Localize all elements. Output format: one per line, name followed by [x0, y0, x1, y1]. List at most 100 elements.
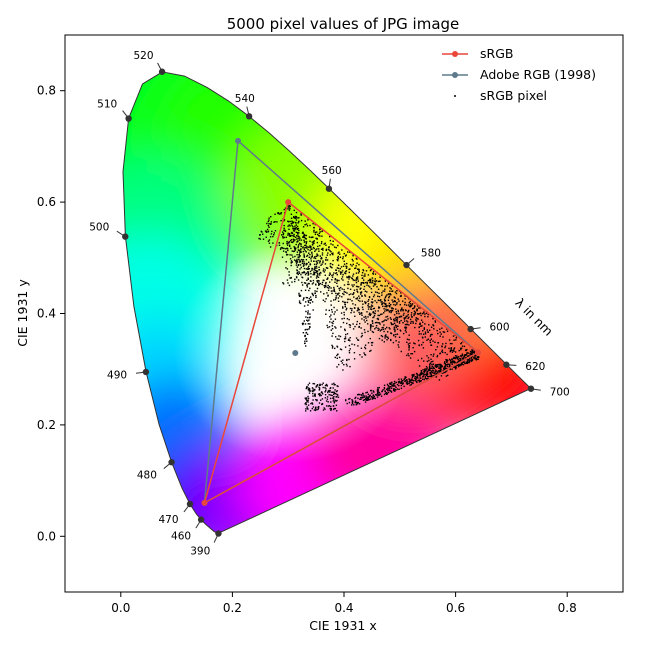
pixel-point	[366, 319, 368, 322]
pixel-point	[348, 293, 350, 296]
pixel-point	[348, 352, 351, 354]
pixel-point	[336, 366, 338, 368]
pixel-point	[324, 284, 326, 287]
pixel-point	[471, 360, 473, 362]
pixel-point	[281, 246, 283, 249]
pixel-point	[294, 225, 296, 227]
pixel-point	[347, 281, 349, 283]
pixel-point	[339, 348, 342, 350]
pixel-point	[369, 278, 371, 281]
pixel-point	[344, 270, 347, 273]
pixel-point	[397, 325, 399, 327]
pixel-point	[331, 383, 333, 385]
pixel-point	[288, 228, 290, 230]
pixel-point	[329, 316, 331, 318]
pixel-point	[415, 380, 418, 383]
pixel-point	[282, 236, 284, 238]
pixel-point	[385, 393, 388, 395]
pixel-point	[335, 336, 337, 338]
pixel-point	[368, 299, 370, 301]
pixel-point	[356, 320, 358, 323]
pixel-point	[446, 360, 448, 363]
pixel-point	[308, 389, 310, 392]
pixel-point	[345, 265, 347, 267]
pixel-point	[373, 391, 375, 393]
pixel-point	[469, 350, 472, 353]
pixel-point	[387, 318, 389, 320]
pixel-point	[343, 364, 345, 366]
pixel-point	[383, 384, 386, 386]
pixel-point	[296, 232, 299, 234]
pixel-point	[390, 318, 392, 320]
pixel-point	[442, 331, 444, 333]
pixel-point	[332, 397, 334, 399]
pixel-point	[378, 299, 380, 302]
pixel-point	[289, 220, 291, 223]
pixel-point	[434, 341, 436, 343]
pixel-point	[346, 307, 348, 310]
pixel-point	[402, 300, 404, 302]
pixel-point	[354, 304, 357, 306]
pixel-point	[374, 322, 377, 324]
pixel-point	[313, 260, 315, 262]
pixel-point	[464, 349, 467, 351]
pixel-point	[436, 364, 439, 366]
pixel-point	[298, 294, 300, 296]
pixel-point	[300, 251, 302, 253]
pixel-point	[461, 363, 464, 365]
pixel-point	[300, 266, 302, 269]
pixel-point	[325, 384, 328, 386]
pixel-point	[439, 371, 441, 373]
pixel-point	[377, 314, 379, 317]
pixel-point	[352, 285, 354, 288]
pixel-point	[300, 258, 303, 261]
pixel-point	[298, 300, 301, 302]
pixel-point	[321, 254, 324, 256]
pixel-point	[305, 242, 307, 244]
pixel-point	[446, 361, 448, 363]
pixel-point	[327, 401, 329, 403]
pixel-point	[383, 393, 386, 396]
pixel-point	[303, 261, 305, 263]
pixel-point	[358, 403, 361, 405]
pixel-point	[416, 375, 418, 377]
pixel-point	[368, 313, 370, 316]
pixel-point	[363, 275, 365, 277]
pixel-point	[322, 249, 324, 251]
pixel-point	[421, 344, 423, 346]
pixel-point	[413, 314, 415, 317]
pixel-point	[466, 362, 468, 364]
pixel-point	[382, 290, 384, 292]
pixel-point	[299, 294, 301, 296]
pixel-point	[389, 389, 391, 392]
pixel-point	[398, 346, 400, 348]
pixel-point	[404, 380, 406, 383]
pixel-point	[287, 225, 289, 227]
pixel-point	[371, 396, 374, 398]
pixel-point	[307, 397, 310, 400]
pixel-point	[396, 328, 399, 330]
pixel-point	[321, 257, 323, 260]
pixel-point	[458, 349, 460, 352]
pixel-point	[308, 297, 310, 300]
pixel-point	[404, 317, 407, 319]
pixel-point	[390, 304, 392, 306]
pixel-point	[341, 270, 344, 272]
pixel-point	[274, 213, 276, 215]
pixel-point	[374, 278, 376, 280]
pixel-point	[458, 363, 460, 366]
pixel-point	[299, 295, 302, 297]
pixel-point	[331, 328, 334, 330]
pixel-point	[408, 382, 410, 384]
pixel-point	[287, 220, 289, 222]
pixel-point	[319, 383, 321, 385]
pixel-point	[464, 354, 466, 356]
pixel-point	[414, 305, 416, 307]
pixel-point	[461, 357, 463, 359]
pixel-point	[393, 384, 395, 386]
pixel-point	[405, 304, 408, 306]
pixel-point	[400, 382, 402, 384]
pixel-point	[376, 286, 378, 288]
pixel-point	[357, 393, 360, 396]
pixel-point	[297, 245, 299, 247]
